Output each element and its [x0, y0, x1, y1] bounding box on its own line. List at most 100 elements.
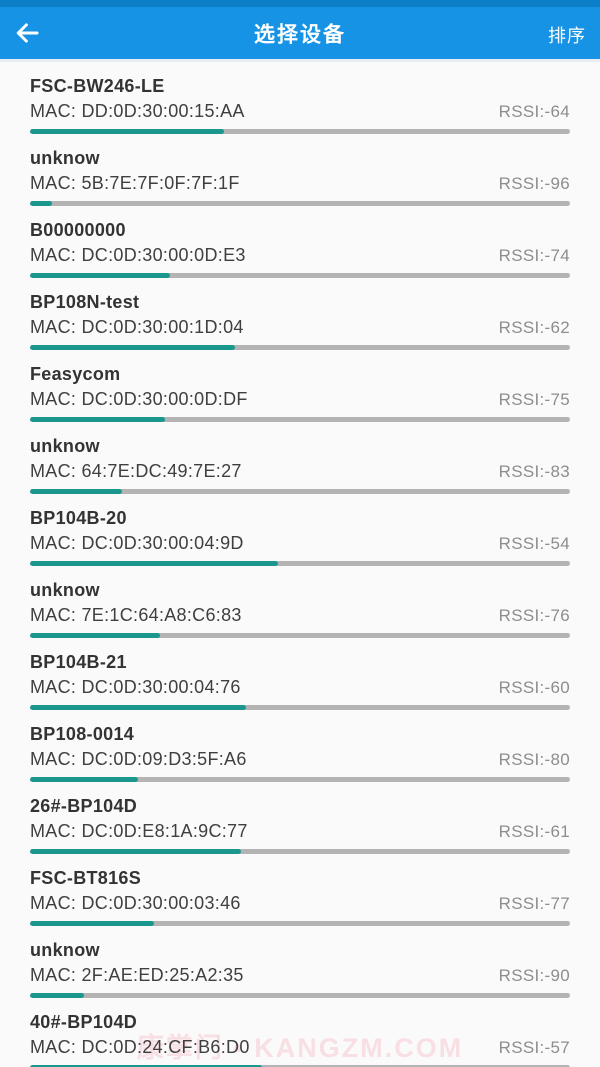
device-rssi: RSSI:-61	[498, 822, 570, 841]
signal-strength-bar-fill	[30, 417, 165, 422]
device-mac: MAC: DC:0D:E8:1A:9C:77	[30, 821, 248, 841]
device-list-item[interactable]: BP108N-test MAC: DC:0D:30:00:1D:04 RSSI:…	[0, 278, 600, 350]
signal-strength-bar	[30, 273, 570, 278]
signal-strength-bar	[30, 1065, 570, 1067]
device-list-item[interactable]: unknow MAC: 2F:AE:ED:25:A2:35 RSSI:-90	[0, 926, 600, 998]
device-meta: MAC: DC:0D:30:00:04:9D RSSI:-54	[30, 530, 570, 557]
device-name: 40#-BP104D	[30, 1012, 138, 1032]
device-rssi: RSSI:-76	[498, 606, 570, 625]
device-meta: MAC: DC:0D:24:CF:B6:D0 RSSI:-57	[30, 1034, 570, 1061]
signal-strength-bar-fill	[30, 129, 225, 134]
device-rssi: RSSI:-80	[498, 750, 570, 769]
device-list-item[interactable]: unknow MAC: 7E:1C:64:A8:C6:83 RSSI:-76	[0, 566, 600, 638]
sort-button[interactable]: 排序	[548, 22, 586, 48]
device-meta: MAC: DC:0D:30:00:0D:E3 RSSI:-74	[30, 242, 570, 269]
device-list-item[interactable]: Feasycom MAC: DC:0D:30:00:0D:DF RSSI:-75	[0, 350, 600, 422]
signal-strength-bar	[30, 201, 570, 206]
signal-strength-bar-fill	[30, 705, 246, 710]
device-name: Feasycom	[30, 364, 121, 384]
signal-strength-bar-fill	[30, 921, 155, 926]
device-list-item[interactable]: FSC-BW246-LE MAC: DD:0D:30:00:15:AA RSSI…	[0, 62, 600, 134]
device-meta: MAC: DC:0D:30:00:1D:04 RSSI:-62	[30, 314, 570, 341]
device-list-item[interactable]: BP108-0014 MAC: DC:0D:09:D3:5F:A6 RSSI:-…	[0, 710, 600, 782]
device-rssi: RSSI:-62	[498, 318, 570, 337]
device-name: FSC-BW246-LE	[30, 76, 165, 96]
app-header: 选择设备 排序	[0, 0, 600, 59]
device-list-item[interactable]: 40#-BP104D MAC: DC:0D:24:CF:B6:D0 RSSI:-…	[0, 998, 600, 1067]
device-rssi: RSSI:-74	[498, 246, 570, 265]
signal-strength-bar	[30, 849, 570, 854]
device-name: BP108-0014	[30, 724, 135, 744]
device-list-item[interactable]: unknow MAC: 5B:7E:7F:0F:7F:1F RSSI:-96	[0, 134, 600, 206]
signal-strength-bar-fill	[30, 777, 138, 782]
device-rssi: RSSI:-60	[498, 678, 570, 697]
device-name: 26#-BP104D	[30, 796, 138, 816]
signal-strength-bar-fill	[30, 273, 171, 278]
device-meta: MAC: 5B:7E:7F:0F:7F:1F RSSI:-96	[30, 170, 570, 197]
device-mac: MAC: DC:0D:24:CF:B6:D0	[30, 1037, 250, 1057]
signal-strength-bar-fill	[30, 633, 160, 638]
signal-strength-bar	[30, 417, 570, 422]
device-mac: MAC: DC:0D:30:00:1D:04	[30, 317, 244, 337]
device-name: unknow	[30, 580, 100, 600]
signal-strength-bar	[30, 561, 570, 566]
device-meta: MAC: DC:0D:30:00:04:76 RSSI:-60	[30, 674, 570, 701]
signal-strength-bar-fill	[30, 201, 52, 206]
device-rssi: RSSI:-54	[498, 534, 570, 553]
page-title: 选择设备	[254, 23, 346, 47]
back-button[interactable]	[12, 11, 56, 55]
signal-strength-bar-fill	[30, 1065, 263, 1067]
device-mac: MAC: 5B:7E:7F:0F:7F:1F	[30, 173, 240, 193]
device-list-item[interactable]: unknow MAC: 64:7E:DC:49:7E:27 RSSI:-83	[0, 422, 600, 494]
signal-strength-bar	[30, 633, 570, 638]
signal-strength-bar	[30, 777, 570, 782]
device-mac: MAC: DD:0D:30:00:15:AA	[30, 101, 245, 121]
device-mac: MAC: 64:7E:DC:49:7E:27	[30, 461, 242, 481]
device-rssi: RSSI:-83	[498, 462, 570, 481]
device-name: B00000000	[30, 220, 126, 240]
signal-strength-bar-fill	[30, 345, 236, 350]
device-list: FSC-BW246-LE MAC: DD:0D:30:00:15:AA RSSI…	[0, 62, 600, 1067]
device-name: unknow	[30, 148, 100, 168]
device-name: BP104B-20	[30, 508, 127, 528]
device-mac: MAC: DC:0D:30:00:03:46	[30, 893, 241, 913]
device-name: BP104B-21	[30, 652, 127, 672]
signal-strength-bar-fill	[30, 993, 84, 998]
device-rssi: RSSI:-96	[498, 174, 570, 193]
device-rssi: RSSI:-57	[498, 1038, 570, 1057]
device-meta: MAC: DC:0D:E8:1A:9C:77 RSSI:-61	[30, 818, 570, 845]
device-meta: MAC: 2F:AE:ED:25:A2:35 RSSI:-90	[30, 962, 570, 989]
signal-strength-bar	[30, 993, 570, 998]
device-name: unknow	[30, 940, 100, 960]
device-meta: MAC: 64:7E:DC:49:7E:27 RSSI:-83	[30, 458, 570, 485]
device-name: FSC-BT816S	[30, 868, 142, 888]
signal-strength-bar-fill	[30, 849, 241, 854]
device-list-item[interactable]: FSC-BT816S MAC: DC:0D:30:00:03:46 RSSI:-…	[0, 854, 600, 926]
signal-strength-bar	[30, 129, 570, 134]
device-mac: MAC: 7E:1C:64:A8:C6:83	[30, 605, 242, 625]
device-meta: MAC: DC:0D:30:00:03:46 RSSI:-77	[30, 890, 570, 917]
device-list-item[interactable]: BP104B-21 MAC: DC:0D:30:00:04:76 RSSI:-6…	[0, 638, 600, 710]
device-mac: MAC: DC:0D:30:00:0D:DF	[30, 389, 248, 409]
signal-strength-bar	[30, 489, 570, 494]
device-rssi: RSSI:-77	[498, 894, 570, 913]
signal-strength-bar-fill	[30, 561, 279, 566]
signal-strength-bar	[30, 345, 570, 350]
device-list-item[interactable]: B00000000 MAC: DC:0D:30:00:0D:E3 RSSI:-7…	[0, 206, 600, 278]
header-divider	[0, 59, 600, 62]
device-meta: MAC: DD:0D:30:00:15:AA RSSI:-64	[30, 98, 570, 125]
device-name: unknow	[30, 436, 100, 456]
device-mac: MAC: 2F:AE:ED:25:A2:35	[30, 965, 244, 985]
signal-strength-bar-fill	[30, 489, 122, 494]
signal-strength-bar	[30, 921, 570, 926]
signal-strength-bar	[30, 705, 570, 710]
device-meta: MAC: DC:0D:30:00:0D:DF RSSI:-75	[30, 386, 570, 413]
device-meta: MAC: DC:0D:09:D3:5F:A6 RSSI:-80	[30, 746, 570, 773]
arrow-left-icon	[12, 18, 42, 48]
device-rssi: RSSI:-90	[498, 966, 570, 985]
device-mac: MAC: DC:0D:30:00:04:76	[30, 677, 241, 697]
device-list-item[interactable]: 26#-BP104D MAC: DC:0D:E8:1A:9C:77 RSSI:-…	[0, 782, 600, 854]
device-meta: MAC: 7E:1C:64:A8:C6:83 RSSI:-76	[30, 602, 570, 629]
device-list-item[interactable]: BP104B-20 MAC: DC:0D:30:00:04:9D RSSI:-5…	[0, 494, 600, 566]
